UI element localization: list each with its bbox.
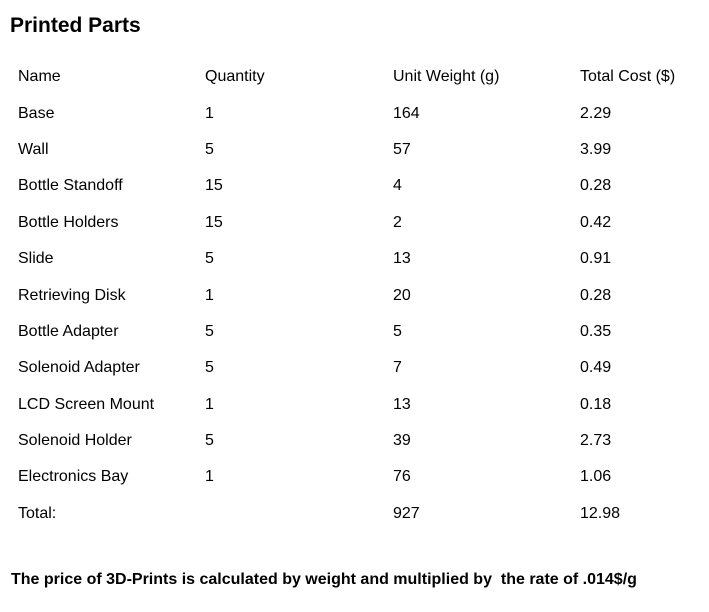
column-header-name: Name	[18, 68, 61, 86]
unit-weight-cell: 57	[393, 140, 411, 158]
table-row: Bottle Standoff 15 4 0.28	[18, 168, 700, 204]
part-name-cell: Bottle Adapter	[18, 322, 119, 340]
part-name-cell: Slide	[18, 250, 54, 268]
total-cost-cell: 0.42	[580, 213, 612, 231]
total-cost-cell: 2.29	[580, 104, 612, 122]
total-cost-cell: 0.28	[580, 177, 612, 195]
total-cost-cell: 0.91	[580, 250, 612, 268]
total-cost-cell: 0.35	[580, 322, 612, 340]
unit-weight-cell: 2	[393, 213, 402, 231]
table-header-row: Name Quantity Unit Weight (g) Total Cost…	[18, 59, 700, 95]
total-row: Total: 927 12.98	[18, 496, 700, 532]
total-weight-cell: 927	[393, 504, 420, 522]
part-name-cell: Solenoid Adapter	[18, 359, 140, 377]
table-row: Bottle Holders 15 2 0.42	[18, 205, 700, 241]
total-cost-cell: 0.28	[580, 286, 612, 304]
printed-parts-table: Name Quantity Unit Weight (g) Total Cost…	[18, 59, 700, 532]
total-label: Total:	[18, 504, 57, 522]
table-row: Wall 5 57 3.99	[18, 132, 700, 168]
table-row: Base 1 164 2.29	[18, 95, 700, 131]
unit-weight-cell: 4	[393, 177, 402, 195]
table-row: Electronics Bay 1 76 1.06	[18, 459, 700, 495]
part-name-cell: Base	[18, 104, 55, 122]
unit-weight-cell: 7	[393, 359, 402, 377]
column-header-quantity: Quantity	[205, 68, 265, 86]
table-row: Retrieving Disk 1 20 0.28	[18, 277, 700, 313]
total-cost-cell: 0.18	[580, 395, 612, 413]
unit-weight-cell: 5	[393, 322, 402, 340]
part-name-cell: Solenoid Holder	[18, 432, 132, 450]
part-name-cell: LCD Screen Mount	[18, 395, 155, 413]
quantity-cell: 1	[205, 395, 214, 413]
quantity-cell: 1	[205, 286, 214, 304]
pricing-note: The price of 3D-Prints is calculated by …	[11, 571, 637, 588]
unit-weight-cell: 20	[393, 286, 411, 304]
quantity-cell: 15	[205, 213, 223, 231]
quantity-cell: 5	[205, 250, 214, 268]
table-row: Solenoid Holder 5 39 2.73	[18, 423, 700, 459]
table-row: Bottle Adapter 5 5 0.35	[18, 314, 700, 350]
part-name-cell: Bottle Holders	[18, 213, 119, 231]
quantity-cell: 1	[205, 468, 214, 486]
part-name-cell: Retrieving Disk	[18, 286, 126, 304]
table-row: Solenoid Adapter 5 7 0.49	[18, 350, 700, 386]
total-quantity-cell	[205, 496, 393, 532]
quantity-cell: 5	[205, 140, 214, 158]
column-header-unit-weight: Unit Weight (g)	[393, 68, 500, 86]
unit-weight-cell: 13	[393, 250, 411, 268]
total-cost-cell: 0.49	[580, 359, 612, 377]
unit-weight-cell: 13	[393, 395, 411, 413]
total-cost-cell: 12.98	[580, 504, 621, 522]
quantity-cell: 5	[205, 322, 214, 340]
unit-weight-cell: 76	[393, 468, 411, 486]
quantity-cell: 5	[205, 432, 214, 450]
total-cost-cell: 1.06	[580, 468, 612, 486]
unit-weight-cell: 164	[393, 104, 420, 122]
quantity-cell: 1	[205, 104, 214, 122]
part-name-cell: Wall	[18, 140, 49, 158]
part-name-cell: Bottle Standoff	[18, 177, 123, 195]
table-row: Slide 5 13 0.91	[18, 241, 700, 277]
unit-weight-cell: 39	[393, 432, 411, 450]
table-row: LCD Screen Mount 1 13 0.18	[18, 387, 700, 423]
quantity-cell: 15	[205, 177, 223, 195]
total-cost-cell: 2.73	[580, 432, 612, 450]
page-title: Printed Parts	[10, 14, 141, 37]
quantity-cell: 5	[205, 359, 214, 377]
part-name-cell: Electronics Bay	[18, 468, 129, 486]
column-header-total-cost: Total Cost ($)	[580, 68, 676, 86]
total-cost-cell: 3.99	[580, 140, 612, 158]
